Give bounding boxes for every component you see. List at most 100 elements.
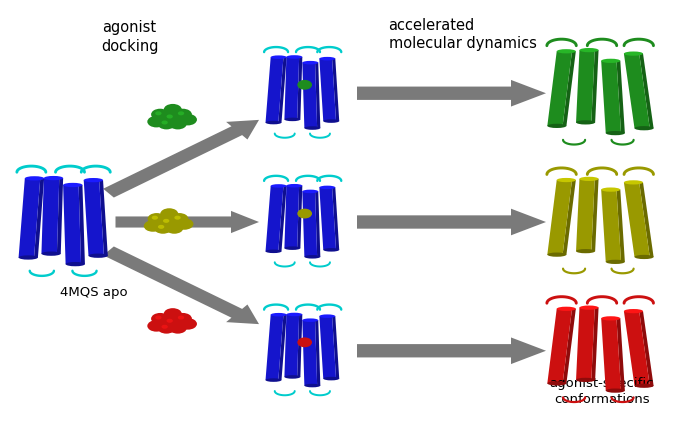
Circle shape [144,220,162,232]
Polygon shape [576,50,595,123]
Circle shape [151,313,169,325]
Polygon shape [563,309,576,384]
Ellipse shape [88,254,108,258]
Polygon shape [617,190,625,262]
Polygon shape [284,57,299,119]
Ellipse shape [606,388,625,393]
Circle shape [167,115,173,119]
Polygon shape [592,179,598,251]
Text: accelerated
molecular dynamics: accelerated molecular dynamics [389,18,536,52]
Ellipse shape [304,384,321,387]
Polygon shape [302,320,317,385]
Polygon shape [57,178,63,254]
Circle shape [147,320,165,332]
Polygon shape [298,57,302,119]
Polygon shape [332,187,340,250]
Circle shape [169,118,187,129]
Circle shape [164,104,182,115]
Ellipse shape [634,255,654,259]
Ellipse shape [304,255,321,258]
Ellipse shape [576,378,595,382]
Ellipse shape [265,250,281,253]
Ellipse shape [44,176,63,180]
Polygon shape [639,54,654,128]
Ellipse shape [66,262,85,266]
Polygon shape [103,246,259,324]
Polygon shape [103,120,259,198]
Polygon shape [601,190,621,262]
Circle shape [174,313,192,325]
Ellipse shape [624,52,643,56]
Ellipse shape [286,55,302,59]
Ellipse shape [319,186,335,189]
Circle shape [162,325,168,329]
Circle shape [178,111,184,115]
Text: agonist-specific
conformations: agonist-specific conformations [550,377,654,406]
Ellipse shape [606,260,625,264]
Polygon shape [315,191,321,257]
Polygon shape [315,320,321,385]
Ellipse shape [323,377,340,381]
Ellipse shape [284,118,300,121]
Polygon shape [284,314,299,377]
Circle shape [162,112,181,123]
Circle shape [162,316,181,328]
Polygon shape [576,308,595,380]
Ellipse shape [319,314,335,318]
Ellipse shape [576,120,595,124]
Ellipse shape [25,176,44,181]
Circle shape [163,219,169,223]
Polygon shape [116,211,259,233]
Ellipse shape [601,187,620,192]
Ellipse shape [547,253,566,257]
Polygon shape [332,59,340,121]
Ellipse shape [323,119,340,123]
Polygon shape [78,185,85,264]
Circle shape [174,109,192,120]
Polygon shape [284,186,299,248]
Ellipse shape [580,305,598,310]
Circle shape [170,213,188,225]
Polygon shape [265,57,284,123]
Polygon shape [624,54,650,128]
Ellipse shape [547,381,566,385]
Ellipse shape [63,183,83,187]
Circle shape [165,222,183,234]
Circle shape [158,322,176,333]
Ellipse shape [634,126,654,131]
Circle shape [164,308,182,320]
Circle shape [167,319,173,323]
Polygon shape [547,52,572,126]
Polygon shape [617,61,625,133]
Circle shape [158,118,176,129]
Polygon shape [547,309,572,384]
Polygon shape [547,180,572,255]
Circle shape [148,213,166,225]
Polygon shape [601,318,621,391]
Polygon shape [302,191,317,257]
Polygon shape [319,187,336,250]
Circle shape [298,338,312,347]
Circle shape [178,316,184,320]
Polygon shape [63,185,81,264]
Ellipse shape [284,375,300,379]
Ellipse shape [556,178,576,182]
Ellipse shape [601,316,620,321]
Ellipse shape [304,126,321,130]
Polygon shape [357,80,546,107]
Ellipse shape [302,61,318,64]
Polygon shape [617,318,625,391]
Text: agonist
docking: agonist docking [101,20,158,54]
Circle shape [298,210,312,218]
Ellipse shape [41,251,61,256]
Polygon shape [279,186,286,251]
Ellipse shape [556,49,576,53]
Ellipse shape [302,318,318,322]
Polygon shape [563,52,576,126]
Polygon shape [99,180,108,256]
Ellipse shape [601,59,620,63]
Polygon shape [357,337,546,364]
Ellipse shape [634,384,654,388]
Polygon shape [563,180,576,255]
Ellipse shape [624,309,643,313]
